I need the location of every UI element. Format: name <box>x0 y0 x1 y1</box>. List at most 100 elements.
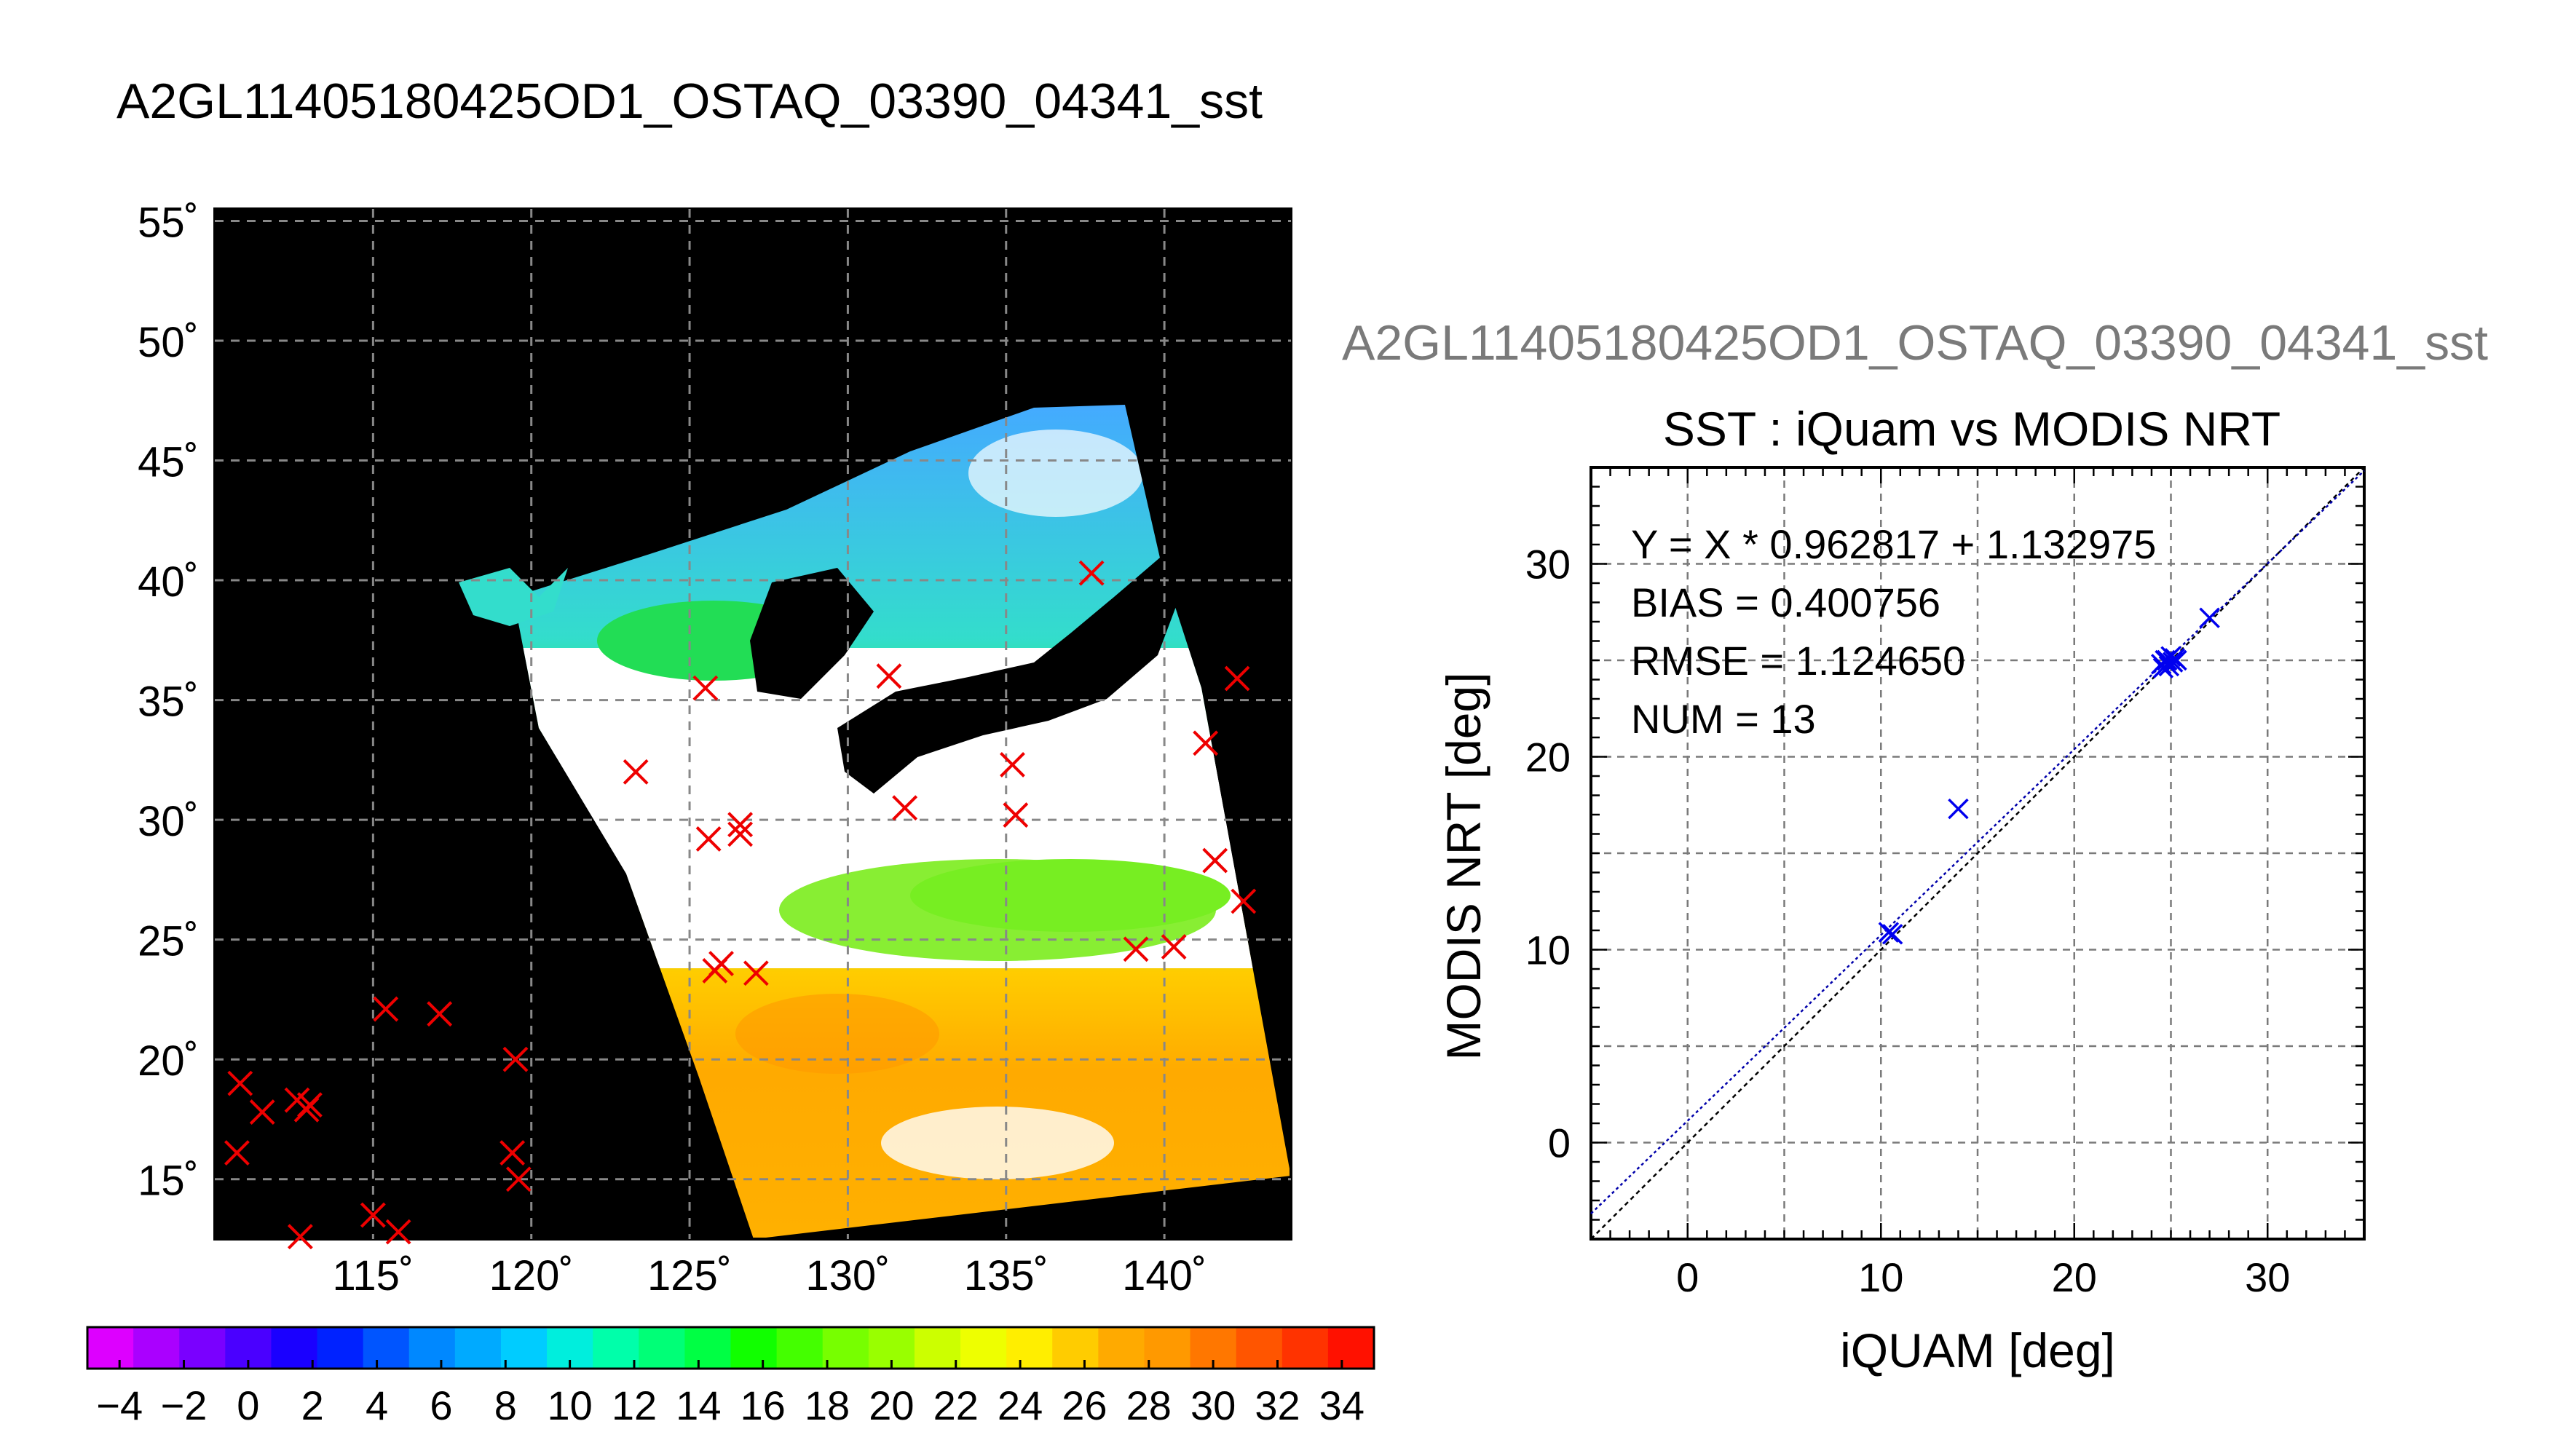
match-marker <box>1000 752 1025 778</box>
latitude-tick-label: 15˚ <box>138 1158 199 1205</box>
colorbar-cell <box>776 1327 824 1369</box>
latitude-labels: 55˚ 50˚ 45˚ 40˚ 35˚ 30˚ 25˚ 20˚ 15˚ <box>138 199 199 1204</box>
data-point <box>1881 924 1903 945</box>
colorbar-cell <box>639 1327 685 1369</box>
x-tick-labels: 0 10 20 30 <box>1676 1254 2290 1300</box>
latitude-tick-label: 45˚ <box>138 439 199 486</box>
colorbar-tick-label: 0 <box>237 1382 259 1428</box>
latitude-tick-label: 50˚ <box>138 319 199 366</box>
x-tick-label: 10 <box>1858 1254 1903 1300</box>
match-marker <box>505 1166 532 1192</box>
colorbar-tick-label: 14 <box>676 1382 721 1428</box>
fit-statistics: Y = X * 0.962817 + 1.132975 BIAS = 0.4007… <box>1631 521 2156 742</box>
colorbar-cell <box>133 1327 180 1369</box>
colorbar-tick-label: 34 <box>1319 1382 1365 1428</box>
chart-title: SST : iQuam vs MODIS NRT <box>1663 402 2280 456</box>
match-marker <box>499 1140 526 1166</box>
longitude-tick-label: 115˚ <box>332 1252 414 1299</box>
colorbar-cell <box>317 1327 364 1369</box>
data-point <box>1878 922 1900 943</box>
map-frame <box>213 207 1292 1241</box>
colorbar-cell <box>593 1327 639 1369</box>
colorbar-labels: −4 −2 0 2 4 6 8 10 12 14 16 18 20 22 24 26 28 30 32 34 <box>96 1360 1365 1428</box>
colorbar-cell <box>1327 1327 1375 1369</box>
match-marker <box>373 996 399 1022</box>
colorbar-tick-label: 22 <box>933 1382 979 1428</box>
x-tick-label: 30 <box>2245 1254 2290 1300</box>
colorbar-cells <box>87 1327 1375 1369</box>
statistics-line: Y = X * 0.962817 + 1.132975 <box>1631 521 2156 567</box>
latitude-tick-label: 20˚ <box>138 1037 199 1085</box>
japan-land <box>837 553 1180 794</box>
match-marker <box>876 663 902 689</box>
statistics-line: NUM = 13 <box>1631 696 1816 742</box>
map-markers <box>224 560 1257 1250</box>
match-marker <box>287 1224 313 1250</box>
colorbar-tick-label: 8 <box>494 1382 517 1428</box>
map-grid <box>215 209 1291 1239</box>
match-marker <box>1224 665 1250 692</box>
colorbar-tick-label: 32 <box>1255 1382 1300 1428</box>
data-point <box>1948 798 1969 820</box>
match-marker <box>708 951 734 976</box>
match-marker <box>892 795 918 821</box>
colorbar-tick-label: 4 <box>366 1382 388 1428</box>
match-marker <box>623 759 649 785</box>
match-marker <box>360 1202 386 1228</box>
y-tick-label: 0 <box>1548 1120 1571 1166</box>
colorbar-tick-label: −4 <box>96 1382 143 1428</box>
latitude-tick-label: 35˚ <box>138 678 199 726</box>
x-tick-label: 20 <box>2052 1254 2097 1300</box>
colorbar-cell <box>363 1327 410 1369</box>
match-marker <box>1003 802 1029 828</box>
colorbar-tick-label: 18 <box>805 1382 850 1428</box>
colorbar-cell <box>271 1327 318 1369</box>
colorbar-frame <box>86 1326 1375 1370</box>
longitude-tick-label: 140˚ <box>1122 1252 1207 1299</box>
data-point <box>2162 652 2184 673</box>
longitude-tick-label: 130˚ <box>805 1252 890 1299</box>
match-marker <box>427 1001 453 1027</box>
colorbar-cell <box>1052 1327 1099 1369</box>
colorbar-tick-label: 6 <box>430 1382 452 1428</box>
match-marker <box>1193 730 1219 756</box>
main-title: A2GL11405180425OD1_OSTAQ_03390_04341_sst <box>117 74 1263 129</box>
latitude-tick-label: 25˚ <box>138 918 199 965</box>
statistics-line: BIAS = 0.400756 <box>1631 579 1940 625</box>
longitude-tick-label: 120˚ <box>489 1252 574 1299</box>
match-marker <box>296 1092 323 1118</box>
colorbar-tick-label: −2 <box>161 1382 208 1428</box>
y-axis-label: MODIS NRT [deg] <box>1437 672 1490 1060</box>
plot-ticks <box>1590 466 2366 1241</box>
x-axis-label: iQUAM [deg] <box>1840 1324 2115 1377</box>
y-tick-labels: 0 10 20 30 <box>1525 542 1571 1166</box>
match-marker <box>249 1099 275 1125</box>
data-point <box>2160 646 2181 667</box>
latitude-tick-label: 30˚ <box>138 798 199 845</box>
colorbar-cell <box>684 1327 731 1369</box>
colorbar-cell <box>408 1327 456 1369</box>
colorbar-cell <box>87 1327 134 1369</box>
match-marker <box>385 1219 411 1245</box>
colorbar-cell <box>500 1327 548 1369</box>
colorbar-tick-label: 24 <box>998 1382 1043 1428</box>
match-marker <box>224 1140 250 1166</box>
colorbar-tick-label: 20 <box>869 1382 914 1428</box>
korea-land <box>750 568 874 699</box>
match-marker <box>1078 560 1105 586</box>
colorbar-cell <box>179 1327 226 1369</box>
colorbar-cell <box>1098 1327 1145 1369</box>
latitude-tick-label: 40˚ <box>138 558 199 606</box>
colorbar-cell <box>730 1327 778 1369</box>
colorbar-cell <box>1006 1327 1053 1369</box>
match-marker <box>1161 934 1187 960</box>
match-marker <box>727 821 754 847</box>
longitude-tick-label: 135˚ <box>964 1252 1049 1299</box>
colorbar-cell <box>822 1327 869 1369</box>
bohai-sea <box>459 568 568 626</box>
colorbar-tick-label: 26 <box>1062 1382 1107 1428</box>
match-marker <box>1202 847 1228 874</box>
match-marker <box>692 675 719 701</box>
colorbar-cell <box>1236 1327 1283 1369</box>
